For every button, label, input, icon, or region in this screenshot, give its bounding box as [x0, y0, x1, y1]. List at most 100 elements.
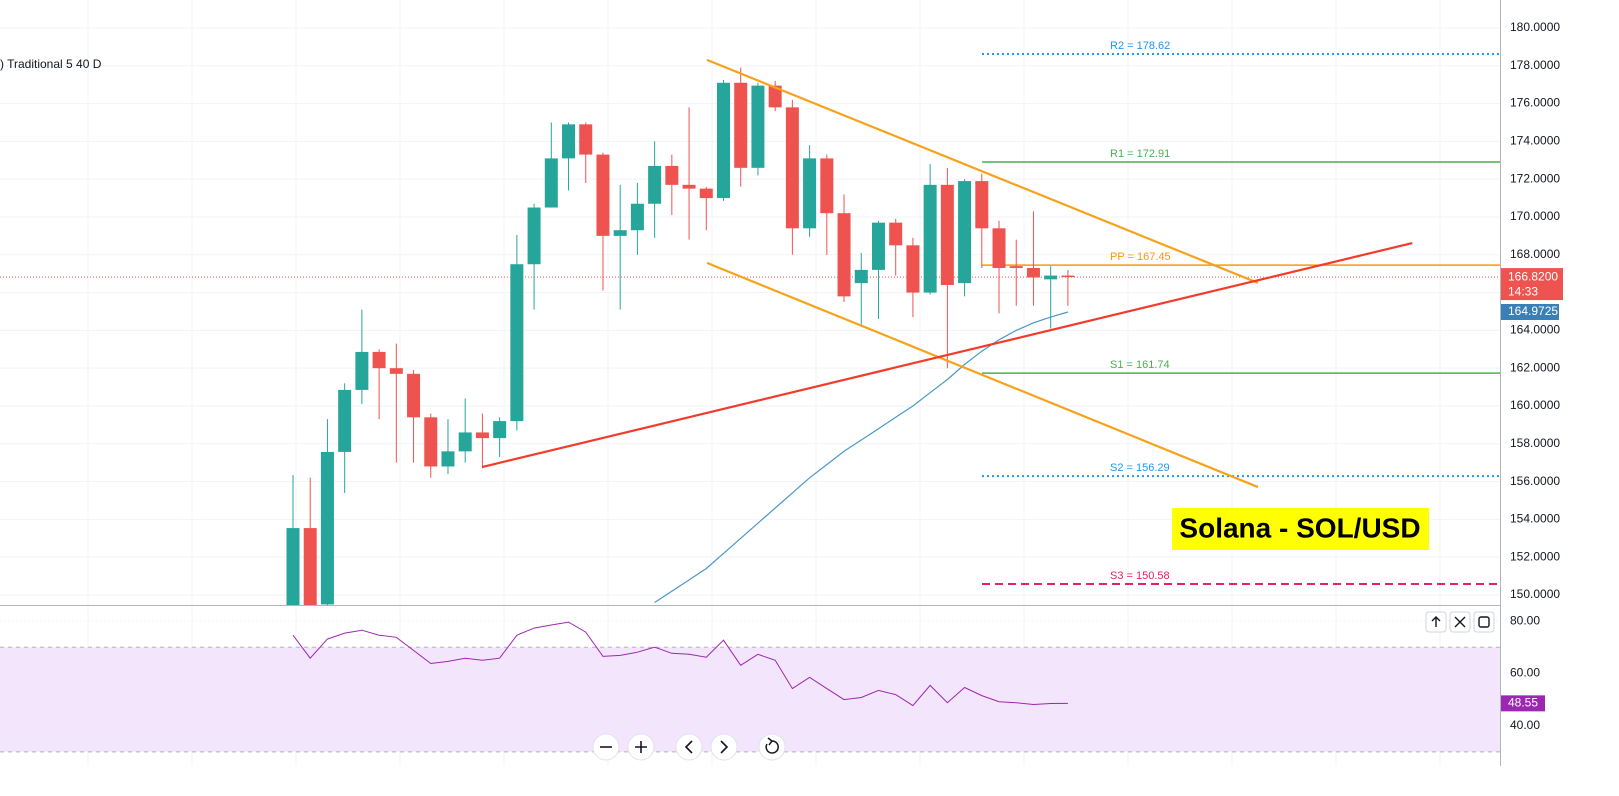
candle-body: [751, 85, 765, 168]
candle-body: [940, 184, 954, 286]
pivot-label: S3 = 150.58: [1110, 570, 1170, 582]
rsi-tick-label: 60.00: [1510, 666, 1540, 680]
reset-button[interactable]: [758, 733, 786, 761]
candle-body: [837, 213, 851, 297]
title-background: [1172, 508, 1429, 550]
candle-body: [871, 222, 885, 270]
candle-body: [389, 368, 403, 374]
y-tick-label: 172.0000: [1510, 171, 1560, 185]
ma-price-box: [1501, 303, 1559, 320]
candle-body: [493, 421, 507, 439]
title-box: Solana - SOL/USD: [1172, 508, 1429, 550]
pivot-label: R1 = 172.91: [1110, 148, 1170, 160]
candle-body: [734, 82, 748, 168]
last-price-box: [1501, 268, 1563, 301]
candle-body: [923, 184, 937, 293]
candle-body: [1026, 268, 1040, 278]
candle-body: [768, 85, 782, 108]
y-tick-label: 150.0000: [1510, 587, 1560, 601]
pivot-label: S1 = 161.74: [1110, 359, 1170, 371]
candle-body: [338, 389, 352, 452]
countdown-label: 14:33: [1508, 284, 1538, 298]
candle-body: [992, 228, 1006, 269]
y-tick-label: 154.0000: [1510, 512, 1560, 526]
candle-body: [407, 373, 421, 418]
y-tick-label: 174.0000: [1510, 134, 1560, 148]
y-tick-label: 176.0000: [1510, 96, 1560, 110]
candle-body: [510, 264, 524, 422]
candle-body: [527, 207, 541, 265]
rsi-tick-label: 80.00: [1510, 613, 1540, 627]
pivot-label: S2 = 156.29: [1110, 462, 1170, 474]
candle-body: [665, 165, 679, 185]
y-tick-label: 162.0000: [1510, 360, 1560, 374]
candle-body: [889, 222, 903, 246]
y-tick-label: 170.0000: [1510, 209, 1560, 223]
candle-body: [544, 158, 558, 208]
maximize-button[interactable]: [1473, 611, 1495, 633]
candle-body: [803, 158, 817, 229]
zoom-out-button[interactable]: [592, 733, 620, 761]
candle-body: [355, 351, 369, 390]
candle-body: [630, 203, 644, 231]
candle-body: [286, 528, 300, 605]
y-tick-label: 178.0000: [1510, 58, 1560, 72]
zoom-in-button[interactable]: [627, 733, 655, 761]
candle-body: [372, 351, 386, 369]
candle-body: [441, 451, 455, 467]
main-pane: R2 = 178.62 R1 = 172.91 PP = 167.45 S1 = 16…: [0, 40, 1500, 605]
candle-body: [596, 154, 610, 236]
y-tick-label: 168.0000: [1510, 247, 1560, 261]
candle-body: [320, 451, 334, 605]
close-button[interactable]: [1449, 611, 1471, 633]
scroll-left-button[interactable]: [675, 733, 703, 761]
candle-body: [785, 107, 799, 229]
moving-average-line: [654, 311, 1069, 604]
ma-price-label: 164.9725: [1508, 304, 1558, 318]
rsi-value-label: 48.55: [1508, 696, 1538, 710]
candle-body: [820, 158, 834, 214]
candle-body: [579, 124, 593, 155]
rsi-value-box: [1501, 695, 1545, 712]
candle-body: [906, 245, 920, 293]
candle-body: [1044, 275, 1058, 280]
pivot-label: R2 = 178.62: [1110, 40, 1170, 52]
rsi-line: [292, 621, 1068, 707]
candle-body: [424, 417, 438, 467]
candle-body: [1009, 266, 1023, 269]
indicator-label: ) Traditional 5 40 D: [0, 57, 102, 71]
last-price-label: 166.8200: [1508, 269, 1558, 283]
candle-body: [682, 184, 696, 189]
y-tick-label: 152.0000: [1510, 549, 1560, 563]
y-tick-label: 158.0000: [1510, 436, 1560, 450]
y-tick-label: 164.0000: [1510, 323, 1560, 337]
scroll-right-button[interactable]: [710, 733, 738, 761]
grid: [0, 0, 1500, 766]
rsi-pane: [0, 620, 1500, 753]
candle-body: [699, 188, 713, 199]
price-axis: 150.0000 152.0000 154.0000 156.0000 158.0000…: [1501, 20, 1563, 732]
y-tick-label: 180.0000: [1510, 20, 1560, 34]
candle-body: [958, 181, 972, 284]
y-tick-label: 160.0000: [1510, 398, 1560, 412]
trendline: [481, 241, 1413, 469]
trendline: [706, 58, 1259, 284]
candle-body: [562, 124, 576, 159]
y-tick-label: 156.0000: [1510, 474, 1560, 488]
candle-body: [854, 269, 868, 284]
chart-title: Solana - SOL/USD: [1179, 512, 1420, 543]
move-up-button[interactable]: [1425, 611, 1447, 633]
rsi-band: [0, 647, 1500, 752]
candle-body: [458, 432, 472, 452]
candle-body: [613, 230, 627, 236]
trendline: [706, 261, 1259, 489]
pivot-label: PP = 167.45: [1110, 251, 1171, 263]
candle-body: [475, 432, 489, 439]
candle-body: [975, 181, 989, 229]
rsi-tick-label: 40.00: [1510, 718, 1540, 732]
candle-body: [717, 82, 730, 199]
candle-body: [303, 528, 317, 605]
candle-body: [1061, 275, 1075, 278]
navigation-buttons: [592, 733, 786, 761]
